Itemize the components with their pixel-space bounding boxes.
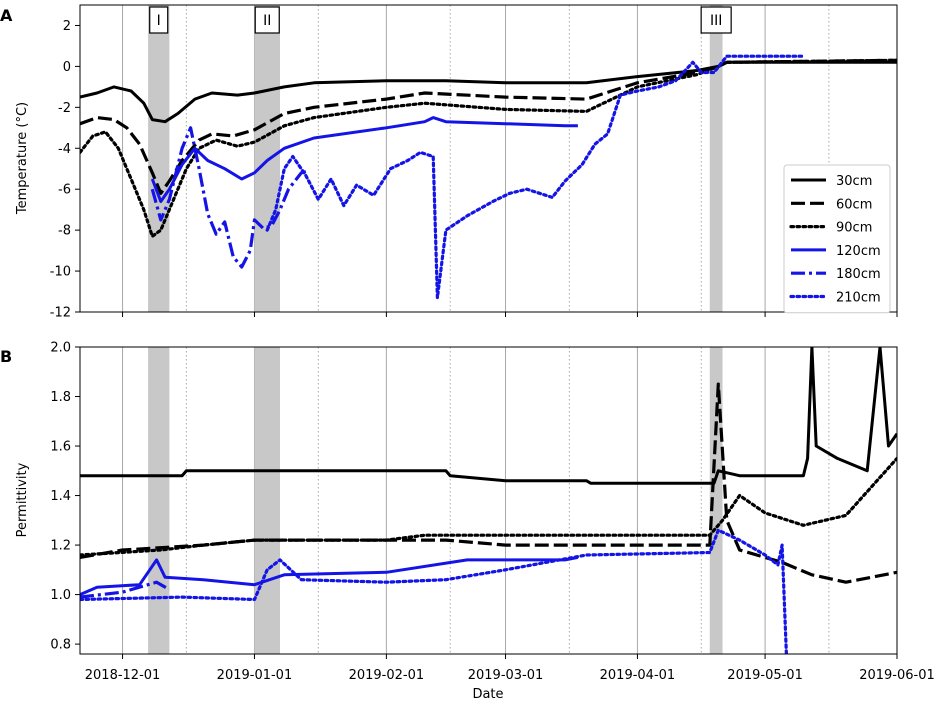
period-band-b-0 xyxy=(148,347,170,654)
y-tick-label-b-2: 1.6 xyxy=(50,440,71,455)
panel-a: A 20-2-4-6-8-10-12 Temperature (°C) I II I… xyxy=(0,4,898,321)
y-ticks-a: 2 0 -2 -4 -6 -8 -10 -12 xyxy=(50,19,80,321)
y-tick-label-b-5: 1.0 xyxy=(50,588,71,603)
legend-label-210cm: 210cm xyxy=(836,291,881,306)
series-b-90cm xyxy=(80,456,897,557)
period-bands-a xyxy=(148,5,723,312)
gridlines-a xyxy=(122,5,898,312)
period-band-b-2 xyxy=(709,347,723,654)
series-group-a xyxy=(80,54,897,300)
frame-a xyxy=(79,4,898,313)
y-axis-label-b: Permittivity xyxy=(15,462,30,537)
legend-label-120cm: 120cm xyxy=(836,244,881,259)
period-band-labels: I II III xyxy=(149,6,732,34)
y-ticks-b: 2.0 1.8 1.6 1.4 1.2 1.0 0.8 xyxy=(50,341,80,653)
y-tick-label-b-0: 2.0 xyxy=(50,341,71,356)
period-label-box-2 xyxy=(700,6,732,34)
y-tick-label-a-5: -8 xyxy=(58,224,71,239)
x-tick-label-4: 2019-04-01 xyxy=(600,668,676,683)
series-a-210cm xyxy=(265,54,806,300)
x-tick-label-5: 2019-05-01 xyxy=(727,668,803,683)
period-label-box-1 xyxy=(254,6,280,34)
x-tick-label-2: 2019-02-01 xyxy=(349,668,425,683)
y-tick-label-a-7: -12 xyxy=(50,306,71,321)
y-tick-label-a-1: 0 xyxy=(63,60,71,75)
series-a-120cm xyxy=(150,116,578,203)
series-b-120cm xyxy=(80,555,579,596)
panel-label-a: A xyxy=(0,6,13,25)
gridlines-b xyxy=(122,347,898,654)
period-label-box-0 xyxy=(149,6,169,34)
plot-area-a xyxy=(80,5,897,312)
y-tick-label-a-2: -2 xyxy=(58,101,71,116)
series-b-60cm xyxy=(80,382,897,584)
legend-label-30cm: 30cm xyxy=(836,174,872,189)
period-band-a-2 xyxy=(709,5,723,312)
x-axis-label: Date xyxy=(472,687,503,702)
legend: 30cm 60cm 90cm 120cm 180cm 210cm xyxy=(783,164,891,314)
frame-b xyxy=(79,346,898,655)
series-group-b xyxy=(80,347,897,654)
series-b-210cm xyxy=(80,528,789,654)
y-tick-label-b-3: 1.4 xyxy=(50,489,71,504)
period-band-a-1 xyxy=(254,5,280,312)
period-band-b-1 xyxy=(254,347,280,654)
series-a-30cm xyxy=(80,60,897,124)
legend-label-60cm: 60cm xyxy=(836,197,872,212)
period-label-0: I xyxy=(157,13,161,29)
legend-label-180cm: 180cm xyxy=(836,267,881,282)
y-tick-label-b-1: 1.8 xyxy=(50,390,71,405)
y-tick-label-a-6: -10 xyxy=(50,265,71,280)
y-tick-label-a-4: -6 xyxy=(58,183,71,198)
legend-label-90cm: 90cm xyxy=(836,221,872,236)
x-tick-label-1: 2019-01-01 xyxy=(217,668,293,683)
period-label-2: III xyxy=(710,13,722,29)
series-a-60cm xyxy=(80,58,897,195)
y-tick-label-b-4: 1.2 xyxy=(50,539,71,554)
x-tick-label-0: 2018-12-01 xyxy=(85,668,161,683)
x-tick-label-6: 2019-06-01 xyxy=(859,668,935,683)
panel-label-b: B xyxy=(0,347,12,366)
series-a-180cm xyxy=(150,126,311,269)
y-tick-label-a-3: -4 xyxy=(58,142,71,157)
period-bands-b xyxy=(148,347,723,654)
series-b-30cm xyxy=(80,347,897,485)
series-b-180cm xyxy=(80,580,171,599)
period-label-1: II xyxy=(263,13,271,29)
y-tick-label-b-6: 0.8 xyxy=(50,638,71,653)
x-tick-label-3: 2019-03-01 xyxy=(468,668,544,683)
y-axis-label-a: Temperature (°C) xyxy=(15,102,30,215)
period-band-a-0 xyxy=(148,5,170,312)
y-tick-label-a-0: 2 xyxy=(63,19,71,34)
x-ticks-b: 2018-12-01 2019-01-01 2019-02-01 2019-03-01… xyxy=(85,654,935,683)
panel-b: B 2.0 1.8 1.6 1.4 1.2 1.0 0.8 2018-12-01 2019-0… xyxy=(0,341,935,703)
x-ticks-a xyxy=(122,312,898,317)
series-a-90cm xyxy=(80,58,897,238)
